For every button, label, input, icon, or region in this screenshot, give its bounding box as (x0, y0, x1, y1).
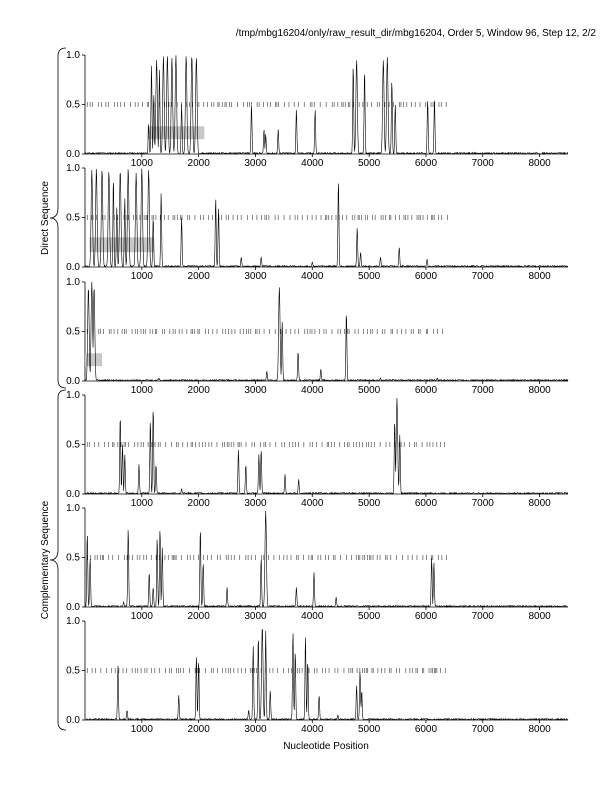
panel-direct-frame-3: 0.0 0.5 1.0 1000 2000 3000 4000 5000 6000 7000 800… (66, 277, 569, 396)
x-tick-label: 5000 (358, 385, 381, 396)
panels: 0.0 0.5 1.0 1000 2000 3000 4000 5000 6000 7000 800… (66, 50, 569, 735)
x-tick-label: 8000 (528, 385, 551, 396)
x-tick-label: 1000 (131, 724, 154, 735)
y-tick-label: 0.0 (66, 715, 80, 726)
x-tick-label: 5000 (358, 498, 381, 509)
x-tick-label: 3000 (244, 611, 267, 622)
y-tick-label: 1.0 (66, 50, 80, 61)
y-tick-label: 0.5 (66, 100, 80, 111)
y-tick-label: 0.0 (66, 376, 80, 387)
figure-header: /tmp/mbg16204/only/raw_result_dir/mbg162… (236, 28, 597, 39)
x-tick-label: 8000 (528, 611, 551, 622)
panel-complementary-frame-3: 0.0 0.5 1.0 1000 2000 3000 4000 5000 6000 7000 800… (66, 616, 569, 735)
x-tick-label: 1000 (131, 385, 154, 396)
x-tick-label: 2000 (188, 158, 211, 169)
x-tick-label: 3000 (244, 385, 267, 396)
x-tick-label: 6000 (415, 385, 438, 396)
panel-complementary-frame-1: 0.0 0.5 1.0 1000 2000 3000 4000 5000 6000 7000 800… (66, 390, 569, 509)
x-tick-label: 7000 (472, 611, 495, 622)
panel-complementary-frame-2: 0.0 0.5 1.0 1000 2000 3000 4000 5000 6000 7000 800… (66, 503, 569, 622)
direct-group-brace (49, 47, 67, 389)
y-tick-label: 0.5 (66, 666, 80, 677)
x-tick-label: 1000 (131, 271, 154, 282)
x-tick-label: 2000 (188, 498, 211, 509)
x-tick-label: 7000 (472, 158, 495, 169)
x-tick-label: 4000 (301, 385, 324, 396)
y-tick-label: 0.0 (66, 489, 80, 500)
y-tick-label: 1.0 (66, 390, 80, 401)
x-tick-label: 2000 (188, 385, 211, 396)
x-tick-label: 4000 (301, 158, 324, 169)
x-axis-label: Nucleotide Position (283, 741, 369, 752)
x-tick-label: 2000 (188, 611, 211, 622)
x-tick-label: 8000 (528, 724, 551, 735)
y-tick-label: 0.5 (66, 213, 80, 224)
x-tick-label: 8000 (528, 498, 551, 509)
x-tick-label: 6000 (415, 724, 438, 735)
x-tick-label: 1000 (131, 498, 154, 509)
x-tick-label: 7000 (472, 724, 495, 735)
series-line (84, 398, 569, 496)
series-line (84, 628, 569, 721)
x-tick-label: 5000 (358, 158, 381, 169)
x-tick-label: 1000 (131, 158, 154, 169)
complementary-group-label: Complementary Sequence (40, 500, 51, 619)
complementary-group-brace (49, 389, 67, 731)
orf-box (147, 126, 205, 140)
x-tick-label: 1000 (131, 611, 154, 622)
y-tick-label: 1.0 (66, 503, 80, 514)
panel-direct-frame-1: 0.0 0.5 1.0 1000 2000 3000 4000 5000 6000 7000 800… (66, 50, 569, 169)
x-tick-label: 4000 (301, 724, 324, 735)
x-tick-label: 5000 (358, 724, 381, 735)
y-tick-label: 0.0 (66, 149, 80, 160)
y-tick-label: 0.5 (66, 553, 80, 564)
orf-box (89, 237, 155, 253)
x-tick-label: 3000 (244, 158, 267, 169)
x-tick-label: 6000 (415, 611, 438, 622)
x-tick-label: 3000 (244, 724, 267, 735)
series-line (84, 511, 569, 609)
x-tick-label: 3000 (244, 271, 267, 282)
y-tick-label: 0.0 (66, 262, 80, 273)
y-tick-label: 0.0 (66, 602, 80, 613)
x-tick-label: 6000 (415, 498, 438, 509)
y-tick-label: 0.5 (66, 440, 80, 451)
series-line (84, 55, 569, 156)
y-tick-label: 0.5 (66, 327, 80, 338)
x-tick-label: 3000 (244, 498, 267, 509)
y-tick-label: 1.0 (66, 277, 80, 288)
y-tick-label: 1.0 (66, 616, 80, 627)
series-line (84, 282, 569, 382)
panel-direct-frame-2: 0.0 0.5 1.0 1000 2000 3000 4000 5000 6000 7000 800… (66, 163, 569, 282)
x-tick-label: 6000 (415, 158, 438, 169)
x-tick-label: 4000 (301, 498, 324, 509)
x-tick-label: 2000 (188, 724, 211, 735)
x-tick-label: 5000 (358, 271, 381, 282)
x-tick-label: 7000 (472, 498, 495, 509)
x-tick-label: 6000 (415, 271, 438, 282)
direct-group-label: Direct Sequence (40, 181, 51, 255)
x-tick-label: 8000 (528, 271, 551, 282)
series-line (84, 168, 569, 269)
x-tick-label: 8000 (528, 158, 551, 169)
x-tick-label: 7000 (472, 385, 495, 396)
x-tick-label: 2000 (188, 271, 211, 282)
x-tick-label: 4000 (301, 611, 324, 622)
orf-box (85, 353, 103, 367)
x-tick-label: 4000 (301, 271, 324, 282)
x-tick-label: 7000 (472, 271, 495, 282)
y-tick-label: 1.0 (66, 163, 80, 174)
x-tick-label: 5000 (358, 611, 381, 622)
